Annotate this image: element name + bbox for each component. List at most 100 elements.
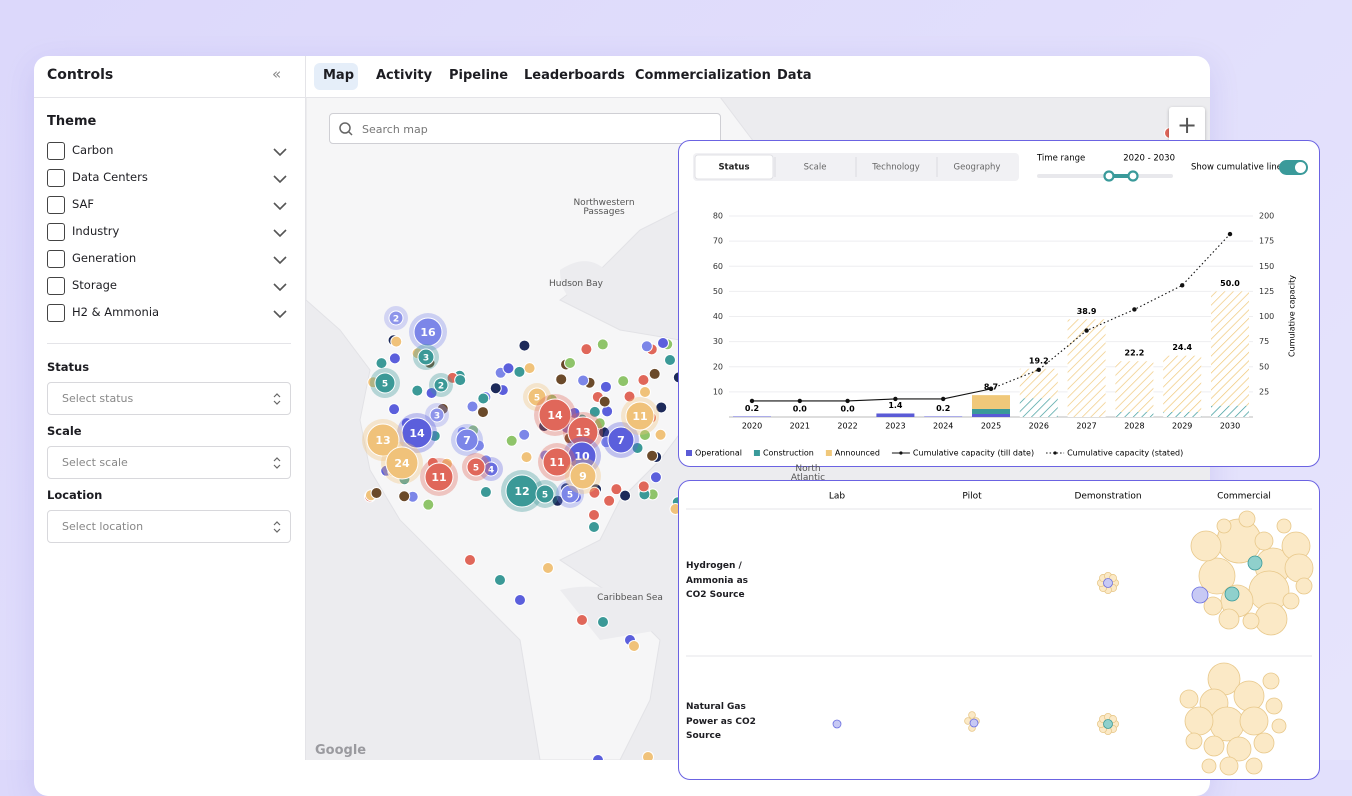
site-dot[interactable] — [598, 395, 611, 408]
site-dot[interactable] — [637, 480, 650, 493]
nav-tab[interactable]: Map — [323, 68, 355, 83]
cluster[interactable] — [433, 377, 449, 393]
site-dot[interactable] — [596, 338, 609, 351]
site-dot[interactable] — [411, 384, 424, 397]
theme-checkbox[interactable] — [47, 250, 65, 268]
cluster[interactable] — [455, 428, 479, 452]
site-dot[interactable] — [425, 386, 438, 399]
site-dot[interactable] — [388, 352, 401, 365]
site-dot[interactable] — [592, 754, 604, 761]
theme-checkbox[interactable] — [47, 196, 65, 214]
site-dot[interactable] — [476, 406, 489, 419]
site-dot[interactable] — [520, 451, 533, 464]
site-dot[interactable] — [628, 640, 640, 652]
site-dot[interactable] — [489, 382, 502, 395]
site-dot[interactable] — [422, 498, 435, 511]
theme-checkbox[interactable] — [47, 169, 65, 187]
site-dot[interactable] — [648, 367, 661, 380]
site-dot[interactable] — [588, 509, 600, 521]
site-dot[interactable] — [588, 521, 600, 533]
site-dot[interactable] — [617, 375, 630, 388]
cluster[interactable] — [424, 462, 454, 492]
site-dot[interactable] — [619, 489, 632, 502]
site-dot[interactable] — [588, 486, 601, 499]
site-dot[interactable] — [588, 405, 601, 418]
filter-select[interactable] — [47, 446, 291, 479]
site-dot[interactable] — [597, 616, 609, 628]
site-dot[interactable] — [518, 339, 531, 352]
segment-label[interactable]: Geography — [954, 163, 1001, 173]
site-dot[interactable] — [657, 337, 669, 349]
zoom-in-button[interactable]: + — [1169, 107, 1205, 143]
site-dot[interactable] — [514, 594, 526, 606]
cluster[interactable] — [401, 417, 433, 449]
site-dot[interactable] — [494, 574, 506, 586]
cluster[interactable] — [535, 484, 555, 504]
site-dot[interactable] — [513, 365, 526, 378]
site-dot[interactable] — [375, 357, 388, 370]
site-dot[interactable] — [623, 390, 636, 403]
segment-label[interactable]: Status — [718, 163, 749, 173]
segment-label[interactable]: Scale — [804, 163, 827, 173]
segment-label[interactable]: Technology — [871, 163, 920, 173]
cluster[interactable] — [429, 407, 445, 423]
site-dot[interactable] — [390, 335, 403, 348]
site-dot[interactable] — [577, 374, 590, 387]
cluster[interactable] — [417, 348, 435, 366]
site-dot[interactable] — [637, 373, 650, 386]
site-dot[interactable] — [542, 562, 554, 574]
cluster[interactable] — [538, 398, 572, 432]
cluster[interactable] — [374, 372, 396, 394]
site-dot[interactable] — [640, 340, 653, 353]
cluster[interactable] — [542, 447, 572, 477]
site-dot[interactable] — [664, 354, 676, 366]
site-dot[interactable] — [479, 486, 492, 499]
nav-tab[interactable]: Leaderboards — [524, 68, 625, 83]
site-dot[interactable] — [649, 471, 662, 484]
site-dot[interactable] — [370, 487, 383, 500]
cluster[interactable] — [625, 401, 655, 431]
cluster[interactable] — [466, 457, 486, 477]
theme-checkbox[interactable] — [47, 304, 65, 322]
search-box[interactable]: Search map — [329, 113, 721, 144]
site-dot[interactable] — [464, 554, 476, 566]
site-dot[interactable] — [518, 428, 531, 441]
site-dot[interactable] — [576, 614, 588, 626]
theme-checkbox[interactable] — [47, 277, 65, 295]
site-dot[interactable] — [477, 392, 490, 405]
slider-knob[interactable] — [1127, 170, 1139, 182]
site-dot[interactable] — [599, 380, 612, 393]
filter-select[interactable] — [47, 510, 291, 543]
cluster[interactable] — [569, 462, 597, 490]
collapse-button[interactable]: « — [272, 65, 282, 83]
site-dot[interactable] — [610, 483, 623, 496]
cluster[interactable] — [607, 426, 635, 454]
cluster[interactable] — [527, 387, 547, 407]
cluster[interactable] — [366, 423, 400, 457]
cluster[interactable] — [385, 446, 419, 480]
site-dot[interactable] — [601, 405, 614, 418]
site-dot[interactable] — [502, 362, 515, 375]
theme-checkbox[interactable] — [47, 142, 65, 160]
nav-tab[interactable]: Data — [777, 68, 812, 83]
nav-tab[interactable]: Activity — [376, 68, 433, 83]
site-dot[interactable] — [551, 494, 564, 507]
site-dot[interactable] — [505, 434, 518, 447]
site-dot[interactable] — [454, 374, 467, 387]
cluster[interactable] — [388, 310, 404, 326]
cluster[interactable] — [560, 484, 580, 504]
site-dot[interactable] — [555, 373, 568, 386]
site-dot[interactable] — [523, 362, 536, 375]
slider-knob[interactable] — [1103, 170, 1115, 182]
site-dot[interactable] — [639, 386, 651, 398]
site-dot[interactable] — [646, 449, 659, 462]
site-dot[interactable] — [564, 357, 577, 370]
site-dot[interactable] — [398, 490, 411, 503]
site-dot[interactable] — [388, 403, 401, 416]
nav-tab[interactable]: Pipeline — [449, 68, 509, 83]
site-dot[interactable] — [466, 400, 479, 413]
theme-checkbox[interactable] — [47, 223, 65, 241]
site-dot[interactable] — [580, 343, 593, 356]
nav-tab[interactable]: Commercialization — [635, 68, 771, 83]
cluster[interactable] — [413, 317, 443, 347]
